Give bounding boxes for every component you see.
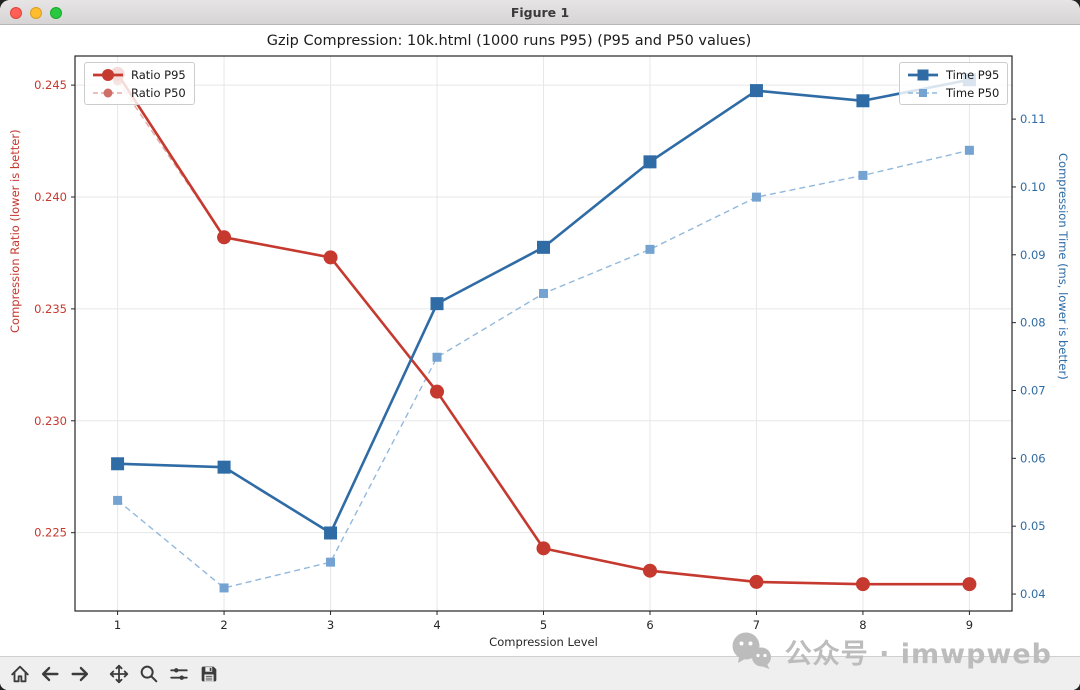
svg-text:1: 1 [114, 618, 121, 632]
legend-item-time-p95: Time P95 [906, 66, 999, 83]
save-icon [201, 666, 216, 681]
minimize-button[interactable] [30, 6, 42, 19]
forward-arrow-icon [70, 666, 88, 681]
close-button[interactable] [10, 6, 22, 19]
forward-button[interactable] [66, 660, 93, 687]
svg-text:8: 8 [859, 618, 866, 632]
pan-icon [109, 664, 128, 683]
svg-text:0.10: 0.10 [1020, 180, 1046, 194]
svg-text:4: 4 [433, 618, 440, 632]
zoom-button[interactable] [135, 660, 162, 687]
svg-text:9: 9 [966, 618, 973, 632]
navigation-toolbar [0, 656, 1080, 690]
svg-text:0.05: 0.05 [1020, 519, 1046, 533]
legend-label: Ratio P95 [131, 67, 186, 82]
legend-item-ratio-p95: Ratio P95 [91, 66, 186, 83]
svg-text:0.245: 0.245 [34, 78, 67, 92]
window-title: Figure 1 [510, 5, 570, 20]
sliders-icon [169, 667, 188, 680]
watermark-text: 公众号 · imwpweb [784, 638, 1052, 670]
home-button[interactable] [6, 660, 33, 687]
pan-button[interactable] [105, 660, 132, 687]
legend-label: Ratio P50 [131, 85, 186, 100]
svg-text:0.225: 0.225 [34, 526, 67, 540]
svg-text:0.08: 0.08 [1020, 316, 1046, 330]
legend-time: Time P95 Time P50 [899, 62, 1009, 105]
window-controls [10, 6, 62, 19]
wechat-logo-icon [732, 632, 771, 669]
svg-text:0.07: 0.07 [1020, 383, 1046, 397]
svg-text:0.04: 0.04 [1020, 587, 1046, 601]
svg-text:0.09: 0.09 [1020, 248, 1046, 262]
left-axis-label: Compression Ratio (lower is better) [8, 129, 22, 333]
magnifier-icon [140, 665, 157, 682]
chart-title: Gzip Compression: 10k.html (1000 runs P9… [266, 33, 752, 49]
fullscreen-button[interactable] [50, 6, 62, 19]
svg-text:0.230: 0.230 [34, 414, 67, 428]
svg-text:0.240: 0.240 [34, 190, 67, 204]
back-arrow-icon [41, 666, 59, 681]
chart-canvas: 0.225 0.230 0.235 0.240 0.245 0.04 0.05 0.06 0.0… [34, 55, 1046, 632]
save-button[interactable] [195, 660, 222, 687]
ratio-p95-sample-icon [93, 68, 123, 81]
right-axis-label: Compression Time (ms, lower is better) [1056, 153, 1070, 380]
legend-label: Time P50 [946, 85, 1000, 100]
svg-text:2: 2 [220, 618, 227, 632]
time-p50-sample-icon [908, 88, 938, 97]
svg-text:7: 7 [753, 618, 760, 632]
legend-item-ratio-p50: Ratio P50 [91, 84, 186, 101]
ratio-p50-sample-icon [93, 88, 123, 97]
svg-text:5: 5 [540, 618, 547, 632]
legend-item-time-p50: Time P50 [906, 84, 999, 101]
figure-canvas: Gzip Compression: 10k.html (1000 runs P9… [0, 25, 1080, 656]
legend-label: Time P95 [946, 67, 1000, 82]
svg-text:0.11: 0.11 [1020, 112, 1046, 126]
home-icon [10, 665, 29, 682]
watermark: 公众号 · imwpweb [729, 630, 1052, 672]
svg-text:6: 6 [646, 618, 653, 632]
svg-text:3: 3 [327, 618, 334, 632]
time-p95-sample-icon [908, 69, 938, 80]
x-axis-label: Compression Level [489, 635, 598, 649]
svg-text:0.06: 0.06 [1020, 451, 1046, 465]
subplots-button[interactable] [165, 660, 192, 687]
legend-ratio: Ratio P95 Ratio P50 [84, 62, 195, 105]
back-button[interactable] [36, 660, 63, 687]
titlebar: Figure 1 [0, 0, 1080, 25]
svg-text:0.235: 0.235 [34, 302, 67, 316]
